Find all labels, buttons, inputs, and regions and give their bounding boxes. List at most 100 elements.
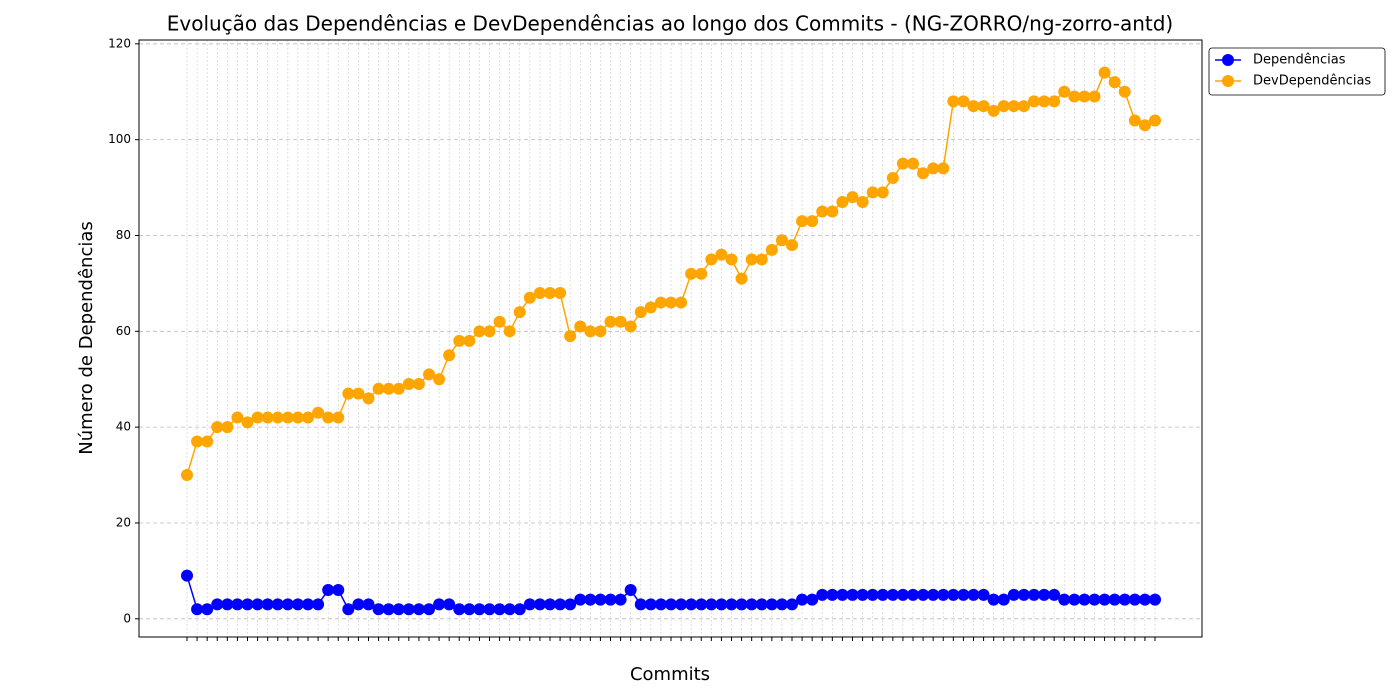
series-point: [977, 100, 990, 113]
series-point: [1149, 114, 1161, 127]
series-point: [1108, 76, 1121, 89]
series-point: [816, 205, 829, 218]
series-point: [997, 593, 1010, 606]
series-point: [987, 593, 1000, 606]
series-point: [755, 598, 768, 611]
series-point: [1088, 593, 1101, 606]
series-point: [251, 411, 264, 424]
series-point: [937, 588, 950, 601]
series-point: [685, 598, 698, 611]
series-point: [493, 315, 506, 328]
series-point: [856, 195, 869, 208]
series-point: [745, 598, 758, 611]
series-point: [483, 603, 496, 616]
series-point: [291, 598, 304, 611]
series-point: [665, 598, 677, 611]
series-point: [644, 598, 657, 611]
x-axis-label: Commits: [630, 664, 710, 685]
series-point: [453, 334, 466, 347]
y-tick-label: 100: [108, 132, 131, 146]
series-point: [544, 286, 556, 299]
legend-label: DevDependências: [1253, 74, 1371, 89]
series-point: [705, 598, 718, 611]
series-point: [1138, 593, 1151, 606]
series-point: [291, 411, 304, 424]
series-point: [957, 95, 970, 108]
series-point: [483, 325, 496, 338]
series-point: [372, 382, 385, 395]
series-point: [402, 603, 415, 616]
series-point: [1007, 100, 1020, 113]
series-point: [473, 603, 486, 616]
series-point: [271, 598, 284, 611]
series-point: [574, 320, 587, 333]
series-point: [362, 598, 375, 611]
series-point: [261, 598, 274, 611]
series-point: [614, 315, 627, 328]
series-point: [907, 157, 919, 170]
series-point: [503, 603, 516, 616]
series-point: [836, 588, 849, 601]
series-point: [423, 603, 435, 616]
series-point: [191, 435, 204, 448]
series-point: [1078, 593, 1091, 606]
series-point: [715, 248, 728, 261]
y-tick-label: 40: [116, 420, 131, 434]
series-point: [281, 598, 294, 611]
series-point: [332, 411, 345, 424]
series-point: [947, 95, 960, 108]
series-point: [947, 588, 960, 601]
series-point: [826, 588, 839, 601]
series-point: [654, 296, 667, 309]
series-point: [695, 598, 708, 611]
series-point: [302, 411, 314, 424]
series-point: [1017, 100, 1030, 113]
series-point: [1128, 593, 1141, 606]
series-point: [614, 593, 627, 606]
series-point: [241, 416, 254, 429]
series-point: [443, 598, 456, 611]
series-point: [352, 387, 365, 400]
series-point: [654, 598, 667, 611]
series-point: [332, 584, 345, 597]
series-point: [523, 598, 536, 611]
series-point: [634, 598, 647, 611]
series-point: [574, 593, 587, 606]
series-point: [594, 325, 607, 338]
series-point: [342, 603, 355, 616]
series-point: [826, 205, 839, 218]
series-point: [624, 584, 637, 597]
series-point: [816, 588, 829, 601]
series-point: [221, 421, 234, 434]
series-point: [412, 603, 425, 616]
series-point: [846, 588, 859, 601]
series-point: [675, 598, 688, 611]
series-point: [876, 186, 889, 199]
series-point: [322, 584, 335, 597]
series-point: [1149, 593, 1161, 606]
series-point: [342, 387, 355, 400]
series-point: [695, 267, 708, 280]
series-point: [715, 598, 728, 611]
series-point: [806, 593, 819, 606]
series-point: [1028, 95, 1040, 108]
series-point: [775, 598, 788, 611]
legend-marker: [1222, 54, 1234, 66]
series-point: [1058, 85, 1071, 98]
series-point: [352, 598, 365, 611]
series-point: [372, 603, 385, 616]
y-tick-label: 20: [116, 515, 131, 529]
series-point: [796, 593, 809, 606]
series-point: [1058, 593, 1071, 606]
series-point: [866, 588, 879, 601]
series-point: [231, 598, 244, 611]
series-point: [1078, 90, 1091, 103]
y-tick-label: 60: [116, 324, 131, 338]
series-point: [1098, 66, 1111, 79]
series-point: [786, 598, 798, 611]
series-point: [806, 215, 819, 228]
series-point: [1028, 588, 1040, 601]
series-point: [836, 195, 849, 208]
series-point: [564, 330, 577, 343]
series-point: [201, 603, 214, 616]
